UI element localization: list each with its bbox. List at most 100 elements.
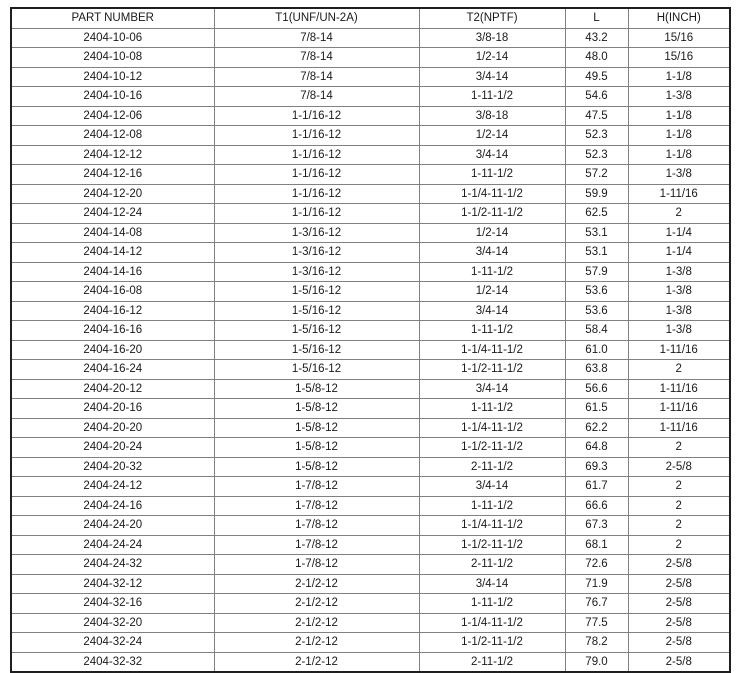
cell-r11-c0: 2404-14-12 [11, 242, 215, 263]
cell-r2-c1: 7/8-14 [213, 66, 420, 87]
cell-r13-c4: 1-3/8 [627, 281, 730, 302]
cell-r10-c2: 1/2-14 [418, 222, 566, 243]
cell-r29-c2: 1-11-1/2 [418, 593, 566, 614]
table-row: 2404-12-16 1-1/16-12 1-11-1/2 57.2 1-3/8 [11, 164, 730, 185]
cell-r6-c1: 1-1/16-12 [213, 144, 420, 165]
cell-r30-c2: 1-1/4-11-1/2 [418, 612, 566, 633]
cell-r9-c1: 1-1/16-12 [213, 203, 420, 224]
cell-r16-c3: 61.0 [564, 339, 629, 360]
cell-r19-c1: 1-5/8-12 [213, 398, 420, 419]
cell-r30-c3: 77.5 [564, 612, 629, 633]
cell-r29-c1: 2-1/2-12 [213, 593, 420, 614]
cell-r10-c0: 2404-14-08 [11, 222, 215, 243]
cell-r15-c0: 2404-16-16 [11, 320, 215, 341]
cell-r20-c3: 62.2 [564, 417, 629, 438]
column-header-2: T2(NPTF) [418, 8, 566, 29]
cell-r18-c3: 56.6 [564, 378, 629, 399]
table-row: 2404-24-32 1-7/8-12 2-11-1/2 72.6 2-5/8 [11, 554, 730, 575]
cell-r22-c1: 1-5/8-12 [213, 456, 420, 477]
table-row: 2404-14-12 1-3/16-12 3/4-14 53.1 1-1/4 [11, 242, 730, 263]
cell-r12-c4: 1-3/8 [627, 261, 730, 282]
cell-r10-c4: 1-1/4 [627, 222, 730, 243]
table-row: 2404-24-16 1-7/8-12 1-11-1/2 66.6 2 [11, 495, 730, 516]
cell-r18-c0: 2404-20-12 [11, 378, 215, 399]
part-specification-table: PART NUMBER T1(UNF/UN-2A) T2(NPTF) L H(INCH)… [10, 7, 731, 673]
cell-r0-c2: 3/8-18 [418, 27, 566, 48]
cell-r22-c0: 2404-20-32 [11, 456, 215, 477]
table-header: PART NUMBER T1(UNF/UN-2A) T2(NPTF) L H(INCH) [11, 8, 730, 29]
cell-r21-c1: 1-5/8-12 [213, 437, 420, 458]
cell-r3-c2: 1-11-1/2 [418, 86, 566, 107]
cell-r24-c0: 2404-24-16 [11, 495, 215, 516]
cell-r4-c2: 3/8-18 [418, 105, 566, 126]
cell-r12-c3: 57.9 [564, 261, 629, 282]
cell-r25-c2: 1-1/4-11-1/2 [418, 515, 566, 536]
table-row: 2404-32-20 2-1/2-12 1-1/4-11-1/2 77.5 2-5/8 [11, 612, 730, 633]
cell-r11-c2: 3/4-14 [418, 242, 566, 263]
cell-r12-c1: 1-3/16-12 [213, 261, 420, 282]
cell-r32-c1: 2-1/2-12 [213, 651, 420, 672]
cell-r5-c4: 1-1/8 [627, 125, 730, 146]
cell-r17-c0: 2404-16-24 [11, 359, 215, 380]
cell-r26-c2: 1-1/2-11-1/2 [418, 534, 566, 555]
cell-r14-c2: 3/4-14 [418, 300, 566, 321]
cell-r31-c2: 1-1/2-11-1/2 [418, 632, 566, 653]
cell-r22-c3: 69.3 [564, 456, 629, 477]
cell-r8-c1: 1-1/16-12 [213, 183, 420, 204]
cell-r5-c2: 1/2-14 [418, 125, 566, 146]
cell-r28-c2: 3/4-14 [418, 573, 566, 594]
cell-r26-c3: 68.1 [564, 534, 629, 555]
table-row: 2404-24-20 1-7/8-12 1-1/4-11-1/2 67.3 2 [11, 515, 730, 536]
cell-r29-c0: 2404-32-16 [11, 593, 215, 614]
table-body: 2404-10-06 7/8-14 3/8-18 43.2 15/16 2404-10-0… [11, 27, 730, 672]
cell-r21-c3: 64.8 [564, 437, 629, 458]
cell-r28-c0: 2404-32-12 [11, 573, 215, 594]
cell-r25-c1: 1-7/8-12 [213, 515, 420, 536]
cell-r15-c4: 1-3/8 [627, 320, 730, 341]
cell-r0-c1: 7/8-14 [213, 27, 420, 48]
cell-r5-c0: 2404-12-08 [11, 125, 215, 146]
table-row: 2404-16-12 1-5/16-12 3/4-14 53.6 1-3/8 [11, 300, 730, 321]
cell-r26-c1: 1-7/8-12 [213, 534, 420, 555]
cell-r27-c4: 2-5/8 [627, 554, 730, 575]
cell-r19-c4: 1-11/16 [627, 398, 730, 419]
cell-r23-c1: 1-7/8-12 [213, 476, 420, 497]
cell-r13-c2: 1/2-14 [418, 281, 566, 302]
table-row: 2404-20-12 1-5/8-12 3/4-14 56.6 1-11/16 [11, 378, 730, 399]
cell-r27-c1: 1-7/8-12 [213, 554, 420, 575]
cell-r1-c2: 1/2-14 [418, 47, 566, 68]
cell-r20-c1: 1-5/8-12 [213, 417, 420, 438]
cell-r16-c2: 1-1/4-11-1/2 [418, 339, 566, 360]
cell-r7-c3: 57.2 [564, 164, 629, 185]
cell-r14-c4: 1-3/8 [627, 300, 730, 321]
table-row: 2404-10-12 7/8-14 3/4-14 49.5 1-1/8 [11, 66, 730, 87]
cell-r5-c1: 1-1/16-12 [213, 125, 420, 146]
cell-r0-c4: 15/16 [627, 27, 730, 48]
cell-r13-c3: 53.6 [564, 281, 629, 302]
cell-r15-c2: 1-11-1/2 [418, 320, 566, 341]
cell-r14-c3: 53.6 [564, 300, 629, 321]
cell-r23-c4: 2 [627, 476, 730, 497]
column-header-1: T1(UNF/UN-2A) [213, 8, 420, 29]
cell-r4-c0: 2404-12-06 [11, 105, 215, 126]
column-header-3: L [564, 8, 629, 29]
table-row: 2404-32-16 2-1/2-12 1-11-1/2 76.7 2-5/8 [11, 593, 730, 614]
cell-r12-c2: 1-11-1/2 [418, 261, 566, 282]
cell-r26-c0: 2404-24-24 [11, 534, 215, 555]
cell-r24-c4: 2 [627, 495, 730, 516]
cell-r30-c0: 2404-32-20 [11, 612, 215, 633]
table-row: 2404-20-32 1-5/8-12 2-11-1/2 69.3 2-5/8 [11, 456, 730, 477]
cell-r23-c2: 3/4-14 [418, 476, 566, 497]
cell-r15-c1: 1-5/16-12 [213, 320, 420, 341]
cell-r24-c1: 1-7/8-12 [213, 495, 420, 516]
cell-r8-c4: 1-11/16 [627, 183, 730, 204]
table-row: 2404-12-06 1-1/16-12 3/8-18 47.5 1-1/8 [11, 105, 730, 126]
cell-r28-c1: 2-1/2-12 [213, 573, 420, 594]
cell-r16-c1: 1-5/16-12 [213, 339, 420, 360]
cell-r13-c1: 1-5/16-12 [213, 281, 420, 302]
cell-r11-c4: 1-1/4 [627, 242, 730, 263]
cell-r19-c3: 61.5 [564, 398, 629, 419]
cell-r20-c2: 1-1/4-11-1/2 [418, 417, 566, 438]
cell-r3-c4: 1-3/8 [627, 86, 730, 107]
